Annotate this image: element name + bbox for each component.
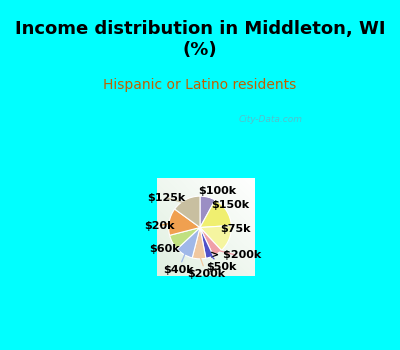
- Text: $100k: $100k: [198, 186, 237, 202]
- Wedge shape: [200, 196, 215, 228]
- Text: > $200k: > $200k: [210, 250, 261, 260]
- Text: $75k: $75k: [220, 224, 250, 237]
- Text: $200k: $200k: [187, 254, 225, 279]
- Text: $150k: $150k: [211, 200, 250, 213]
- Text: Hispanic or Latino residents: Hispanic or Latino residents: [103, 78, 297, 92]
- Wedge shape: [200, 200, 231, 228]
- Text: $60k: $60k: [150, 240, 180, 254]
- Text: Income distribution in Middleton, WI
(%): Income distribution in Middleton, WI (%): [15, 20, 385, 59]
- Wedge shape: [175, 196, 200, 228]
- Wedge shape: [177, 228, 200, 258]
- Wedge shape: [200, 228, 222, 256]
- Wedge shape: [192, 228, 206, 259]
- Wedge shape: [200, 228, 213, 258]
- Text: City-Data.com: City-Data.com: [239, 115, 303, 124]
- Text: $40k: $40k: [163, 251, 194, 275]
- Wedge shape: [169, 209, 200, 235]
- Text: $50k: $50k: [206, 253, 237, 272]
- Text: $125k: $125k: [148, 193, 188, 204]
- Wedge shape: [170, 228, 200, 249]
- Text: $20k: $20k: [144, 220, 175, 231]
- Wedge shape: [200, 225, 231, 250]
